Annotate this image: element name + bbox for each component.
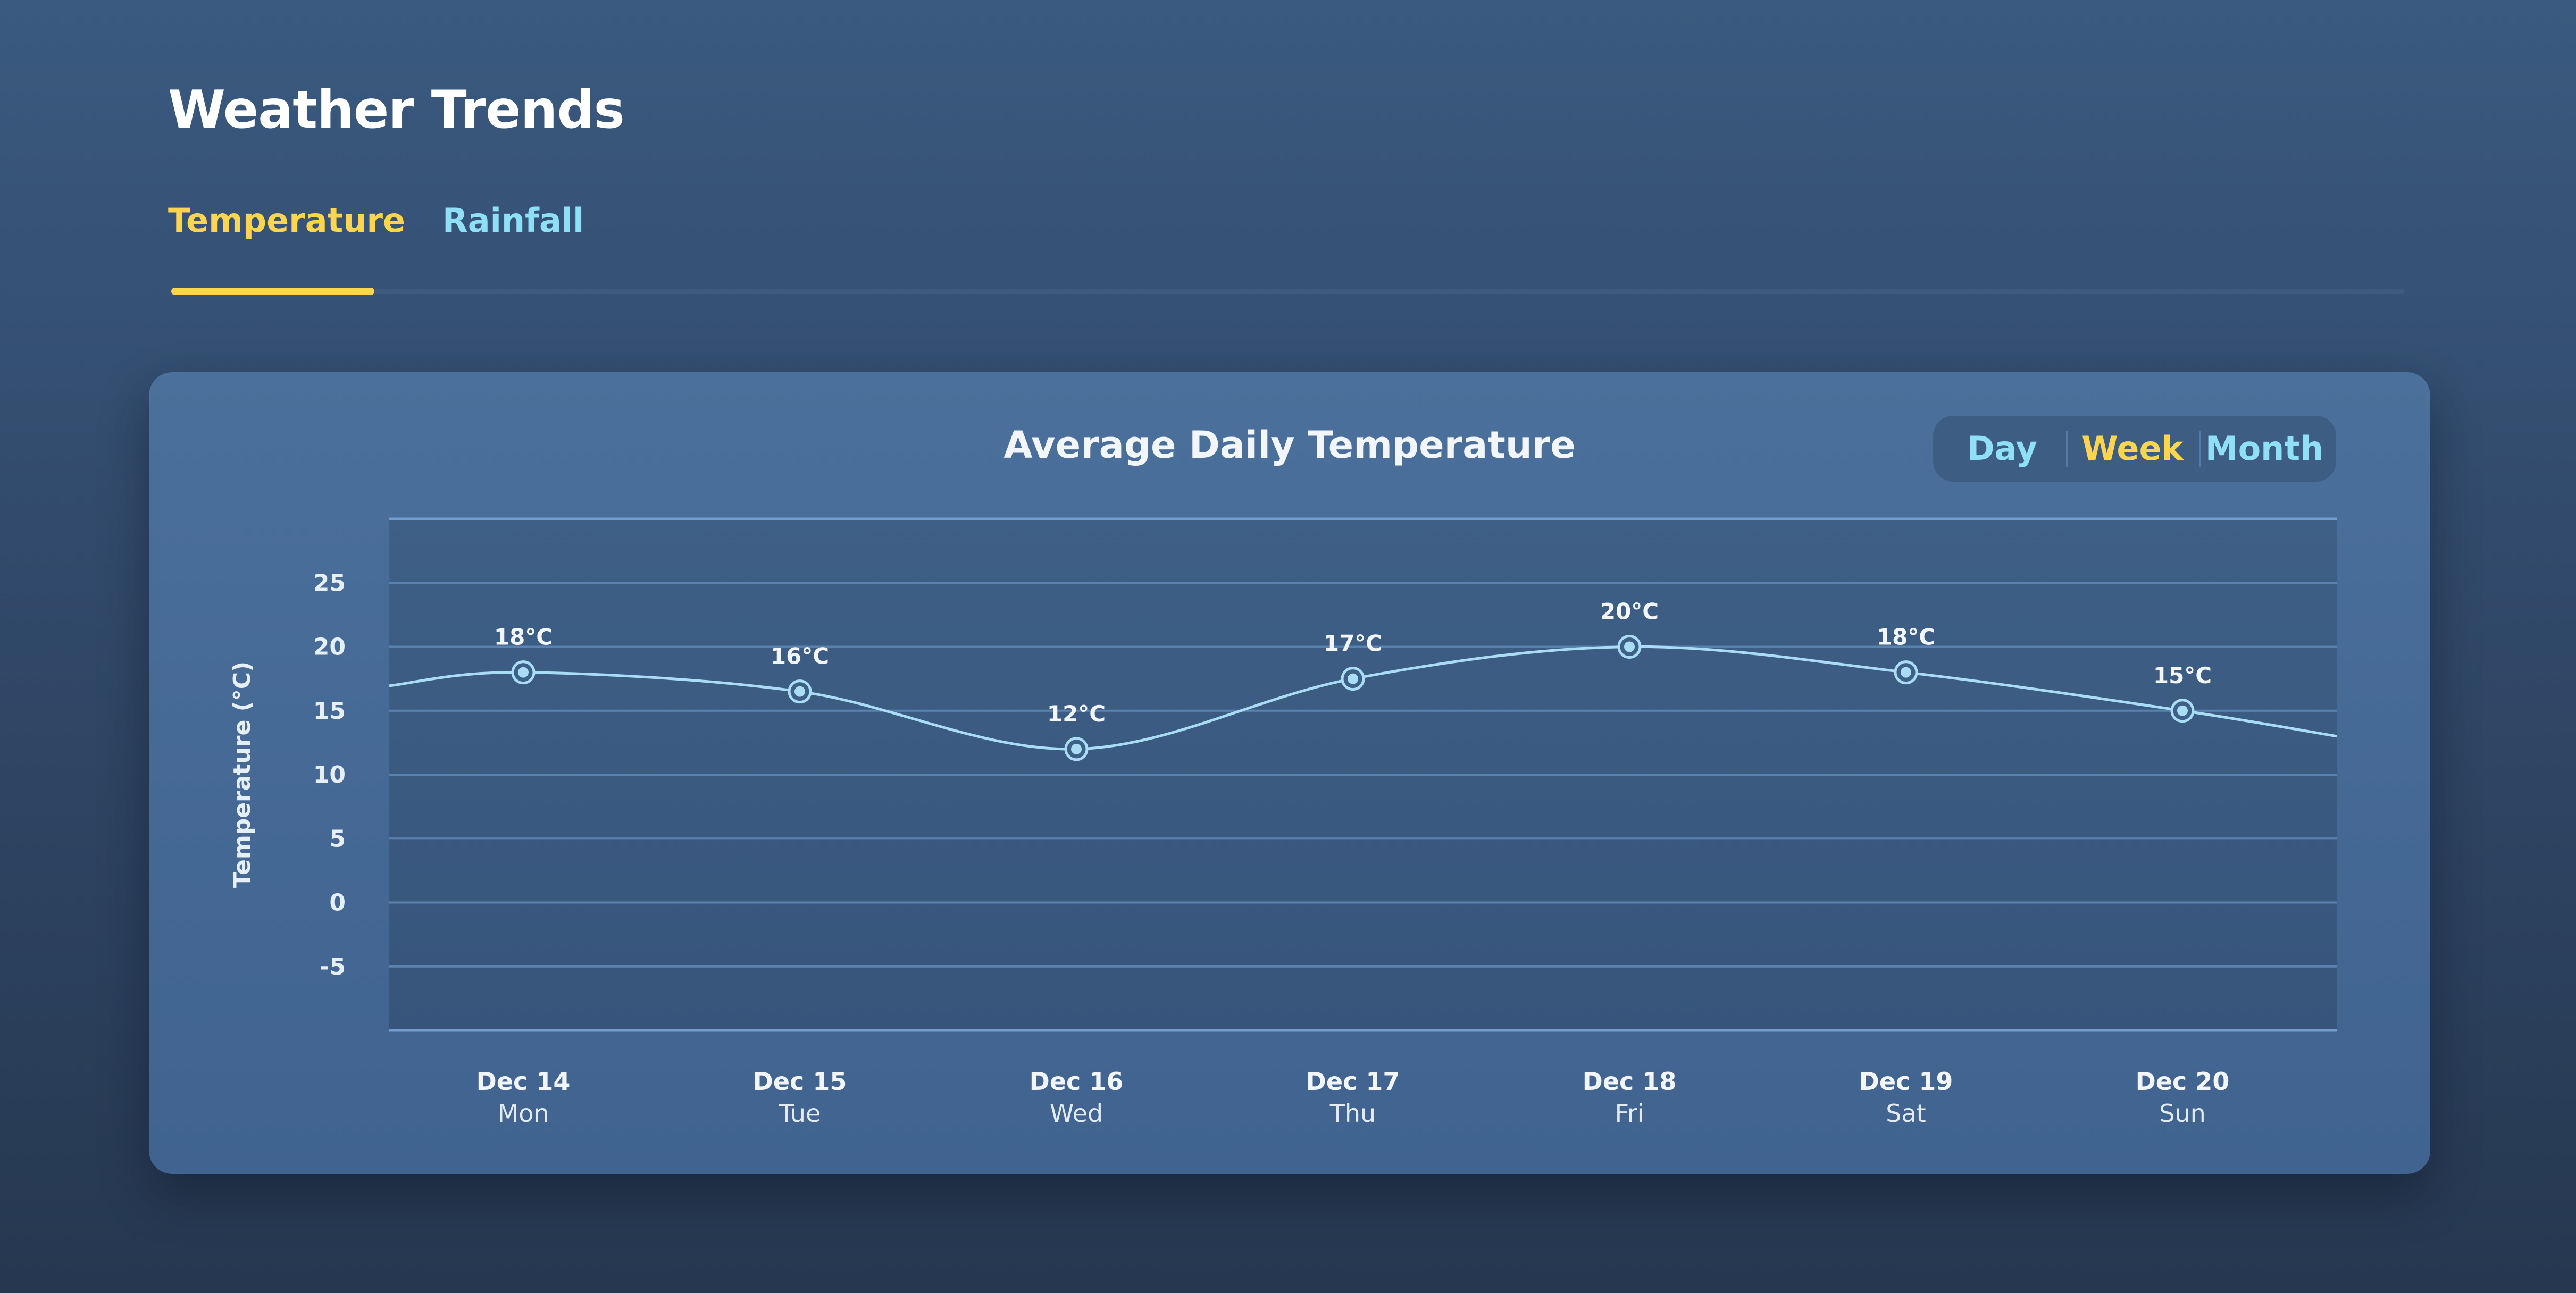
x-tick-day: Fri	[1615, 1099, 1644, 1128]
y-tick-label: 20	[313, 634, 346, 661]
data-point-core	[1624, 641, 1635, 652]
chart-card: Average Daily Temperature Day Week Month…	[149, 372, 2430, 1174]
active-tab-indicator	[171, 288, 374, 295]
x-tick-day: Thu	[1329, 1099, 1376, 1128]
tabs-divider	[171, 289, 2405, 294]
y-tick-label: 25	[313, 569, 346, 597]
data-point-core	[1901, 667, 1911, 678]
y-tick-label: 5	[329, 825, 346, 852]
grid-lines	[389, 582, 2337, 968]
range-switch: Day Week Month	[1933, 416, 2336, 482]
data-point-core	[518, 667, 529, 678]
temperature-line-chart: 25 20 15 10 5 0 -5 Temperature (°C) 18°C 16°C 12…	[229, 517, 2337, 1128]
range-separator	[2066, 431, 2068, 467]
data-label: 18°C	[494, 624, 553, 650]
range-separator	[2199, 431, 2201, 467]
y-tick-label: 15	[313, 698, 346, 725]
x-tick-date: Dec 19	[1859, 1067, 1953, 1096]
data-label: 20°C	[1600, 599, 1659, 625]
data-points: 18°C 16°C 12°C 17°C 20°C 18°C 15°C	[494, 599, 2212, 761]
x-tick-date: Dec 17	[1306, 1067, 1400, 1096]
data-point-core	[1071, 743, 1082, 754]
data-label: 15°C	[2153, 662, 2212, 689]
y-axis-ticks: 25 20 15 10 5 0 -5	[313, 569, 346, 980]
x-tick-date: Dec 16	[1030, 1067, 1124, 1096]
range-week-button[interactable]: Week	[2081, 429, 2184, 468]
x-tick-day: Wed	[1050, 1099, 1103, 1128]
range-month-button[interactable]: Month	[2205, 429, 2324, 468]
tab-rainfall[interactable]: Rainfall	[442, 201, 584, 240]
x-axis-ticks: Dec 14 Mon Dec 15 Tue Dec 16 Wed Dec 17 Thu Dec …	[476, 1067, 2230, 1128]
page-title: Weather Trends	[168, 80, 625, 140]
data-label: 16°C	[771, 643, 829, 669]
x-tick-day: Mon	[498, 1099, 549, 1128]
y-tick-label: -5	[320, 953, 346, 980]
data-label: 17°C	[1324, 631, 1382, 657]
data-point-core	[794, 686, 805, 697]
x-tick-date: Dec 20	[2136, 1067, 2230, 1096]
x-tick-day: Sat	[1886, 1099, 1926, 1128]
y-tick-label: 10	[313, 761, 346, 788]
x-tick-day: Sun	[2159, 1099, 2206, 1128]
data-label: 18°C	[1877, 624, 1935, 650]
x-tick-date: Dec 18	[1583, 1067, 1677, 1096]
x-tick-day: Tue	[779, 1099, 821, 1128]
range-day-button[interactable]: Day	[1967, 429, 2037, 468]
chart-title: Average Daily Temperature	[1003, 423, 1576, 467]
y-tick-label: 0	[329, 889, 346, 917]
x-tick-date: Dec 14	[476, 1067, 571, 1096]
data-point-core	[2177, 705, 2188, 716]
x-tick-date: Dec 15	[753, 1067, 847, 1096]
data-label: 12°C	[1047, 701, 1106, 727]
tab-temperature[interactable]: Temperature	[168, 201, 405, 240]
y-axis-title: Temperature (°C)	[229, 661, 256, 888]
data-point-core	[1348, 673, 1358, 684]
